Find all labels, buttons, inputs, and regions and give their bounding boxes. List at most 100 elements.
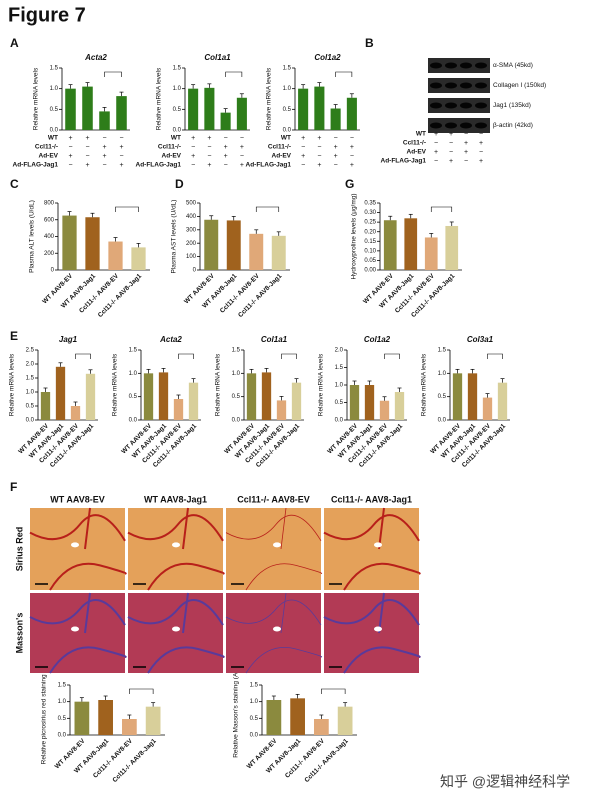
panel-letter: E [10, 329, 18, 343]
condition-label: Ad-FLAG-Jag1 [136, 162, 182, 169]
x-tick-label: Ccl11-/- AAV8-Jag1 [111, 737, 158, 784]
bar [482, 397, 493, 420]
chart-title: Acta2 [159, 335, 182, 344]
y-tick-label: 0.0 [26, 418, 35, 424]
significance-bracket [75, 353, 91, 359]
condition-sign: − [240, 153, 244, 160]
significance-bracket [321, 688, 346, 694]
condition-sign: − [102, 135, 106, 142]
condition-sign: + [119, 144, 123, 151]
condition-sign: − [68, 162, 72, 169]
figure-title: Figure 7 [8, 4, 86, 26]
condition-sign: + [464, 149, 468, 156]
condition-sign: + [350, 144, 354, 151]
chart-title: Col1a1 [204, 53, 231, 62]
micrograph-texture [323, 592, 421, 674]
condition-sign: + [85, 162, 89, 169]
condition-label: Ad-FLAG-Jag1 [246, 162, 292, 169]
watermark: 知乎 @逻辑神经科学 [440, 774, 570, 790]
blot-band [460, 122, 472, 129]
condition-label: Ad-FLAG-Jag1 [381, 158, 427, 165]
y-tick-label: 0 [193, 268, 197, 274]
condition-label: Ad-FLAG-Jag1 [13, 162, 59, 169]
bar [145, 706, 161, 735]
significance-bracket [335, 71, 353, 77]
micrograph [226, 593, 321, 673]
y-tick-label: 2.0 [335, 348, 344, 354]
blot-band [475, 122, 487, 129]
blot-strip [428, 58, 490, 73]
bar [188, 88, 199, 130]
blot-band [460, 102, 472, 109]
condition-sign: − [449, 149, 453, 156]
y-axis-label: Relative picrosirius red staining (A.U.) [41, 656, 48, 765]
bar [276, 400, 287, 420]
condition-label: Ccl11-/- [35, 144, 58, 151]
bar [85, 373, 96, 420]
condition-label: Ccl11-/- [403, 140, 426, 147]
bar [143, 373, 154, 420]
bar [204, 219, 219, 270]
y-tick-label: 1.5 [26, 376, 35, 382]
bar [266, 700, 282, 735]
micrograph [226, 508, 321, 590]
bar [246, 373, 257, 420]
condition-sign: + [479, 158, 483, 165]
bar [497, 382, 508, 420]
condition-sign: − [434, 140, 438, 147]
y-tick-label: 0.5 [50, 107, 59, 113]
blot-strip [428, 98, 490, 113]
blot-band [475, 82, 487, 89]
bar [467, 373, 478, 420]
y-tick-label: 1.5 [335, 365, 344, 371]
bar [40, 392, 51, 420]
micrograph-texture [127, 592, 225, 674]
condition-sign: − [85, 153, 89, 160]
blot-band [445, 62, 457, 69]
significance-bracket [129, 688, 154, 694]
condition-sign: + [449, 158, 453, 165]
micrograph [128, 593, 223, 673]
bar [337, 706, 353, 735]
vessel [172, 626, 180, 632]
y-tick-label: 1.0 [26, 390, 35, 396]
y-axis-label: Relative mRNA levels [421, 353, 428, 416]
bar [65, 88, 76, 130]
band-label: α-SMA (45kd) [493, 62, 533, 69]
y-tick-label: 0.5 [335, 400, 344, 406]
bar [99, 111, 110, 130]
y-tick-label: 200 [186, 241, 197, 247]
bar [349, 385, 360, 420]
condition-sign: + [301, 153, 305, 160]
condition-label: WT [48, 135, 58, 142]
bar [383, 220, 397, 270]
condition-sign: − [191, 162, 195, 169]
bar [394, 392, 405, 420]
y-axis-label: Relative mRNA levels [33, 67, 40, 130]
y-tick-label: 1.0 [129, 371, 138, 377]
y-tick-label: 1.0 [232, 371, 241, 377]
panel-letter: C [10, 177, 19, 191]
condition-sign: + [207, 162, 211, 169]
y-tick-label: 400 [44, 234, 55, 240]
y-tick-label: 0.30 [364, 210, 376, 216]
blot-band [475, 102, 487, 109]
condition-sign: + [102, 153, 106, 160]
condition-sign: + [317, 135, 321, 142]
condition-sign: − [350, 135, 354, 142]
condition-sign: + [224, 144, 228, 151]
significance-bracket [281, 353, 297, 359]
bar [122, 719, 137, 735]
y-tick-label: 0.5 [232, 394, 241, 400]
micrograph [324, 593, 419, 673]
condition-sign: + [434, 149, 438, 156]
significance-bracket [178, 353, 194, 359]
condition-label: WT [281, 135, 291, 142]
condition-sign: + [191, 153, 195, 160]
significance-bracket [104, 71, 122, 77]
condition-sign: − [224, 162, 228, 169]
y-tick-label: 0.0 [232, 418, 241, 424]
y-tick-label: 800 [44, 201, 55, 207]
condition-label: Ad-EV [272, 153, 292, 160]
bar [346, 97, 357, 130]
